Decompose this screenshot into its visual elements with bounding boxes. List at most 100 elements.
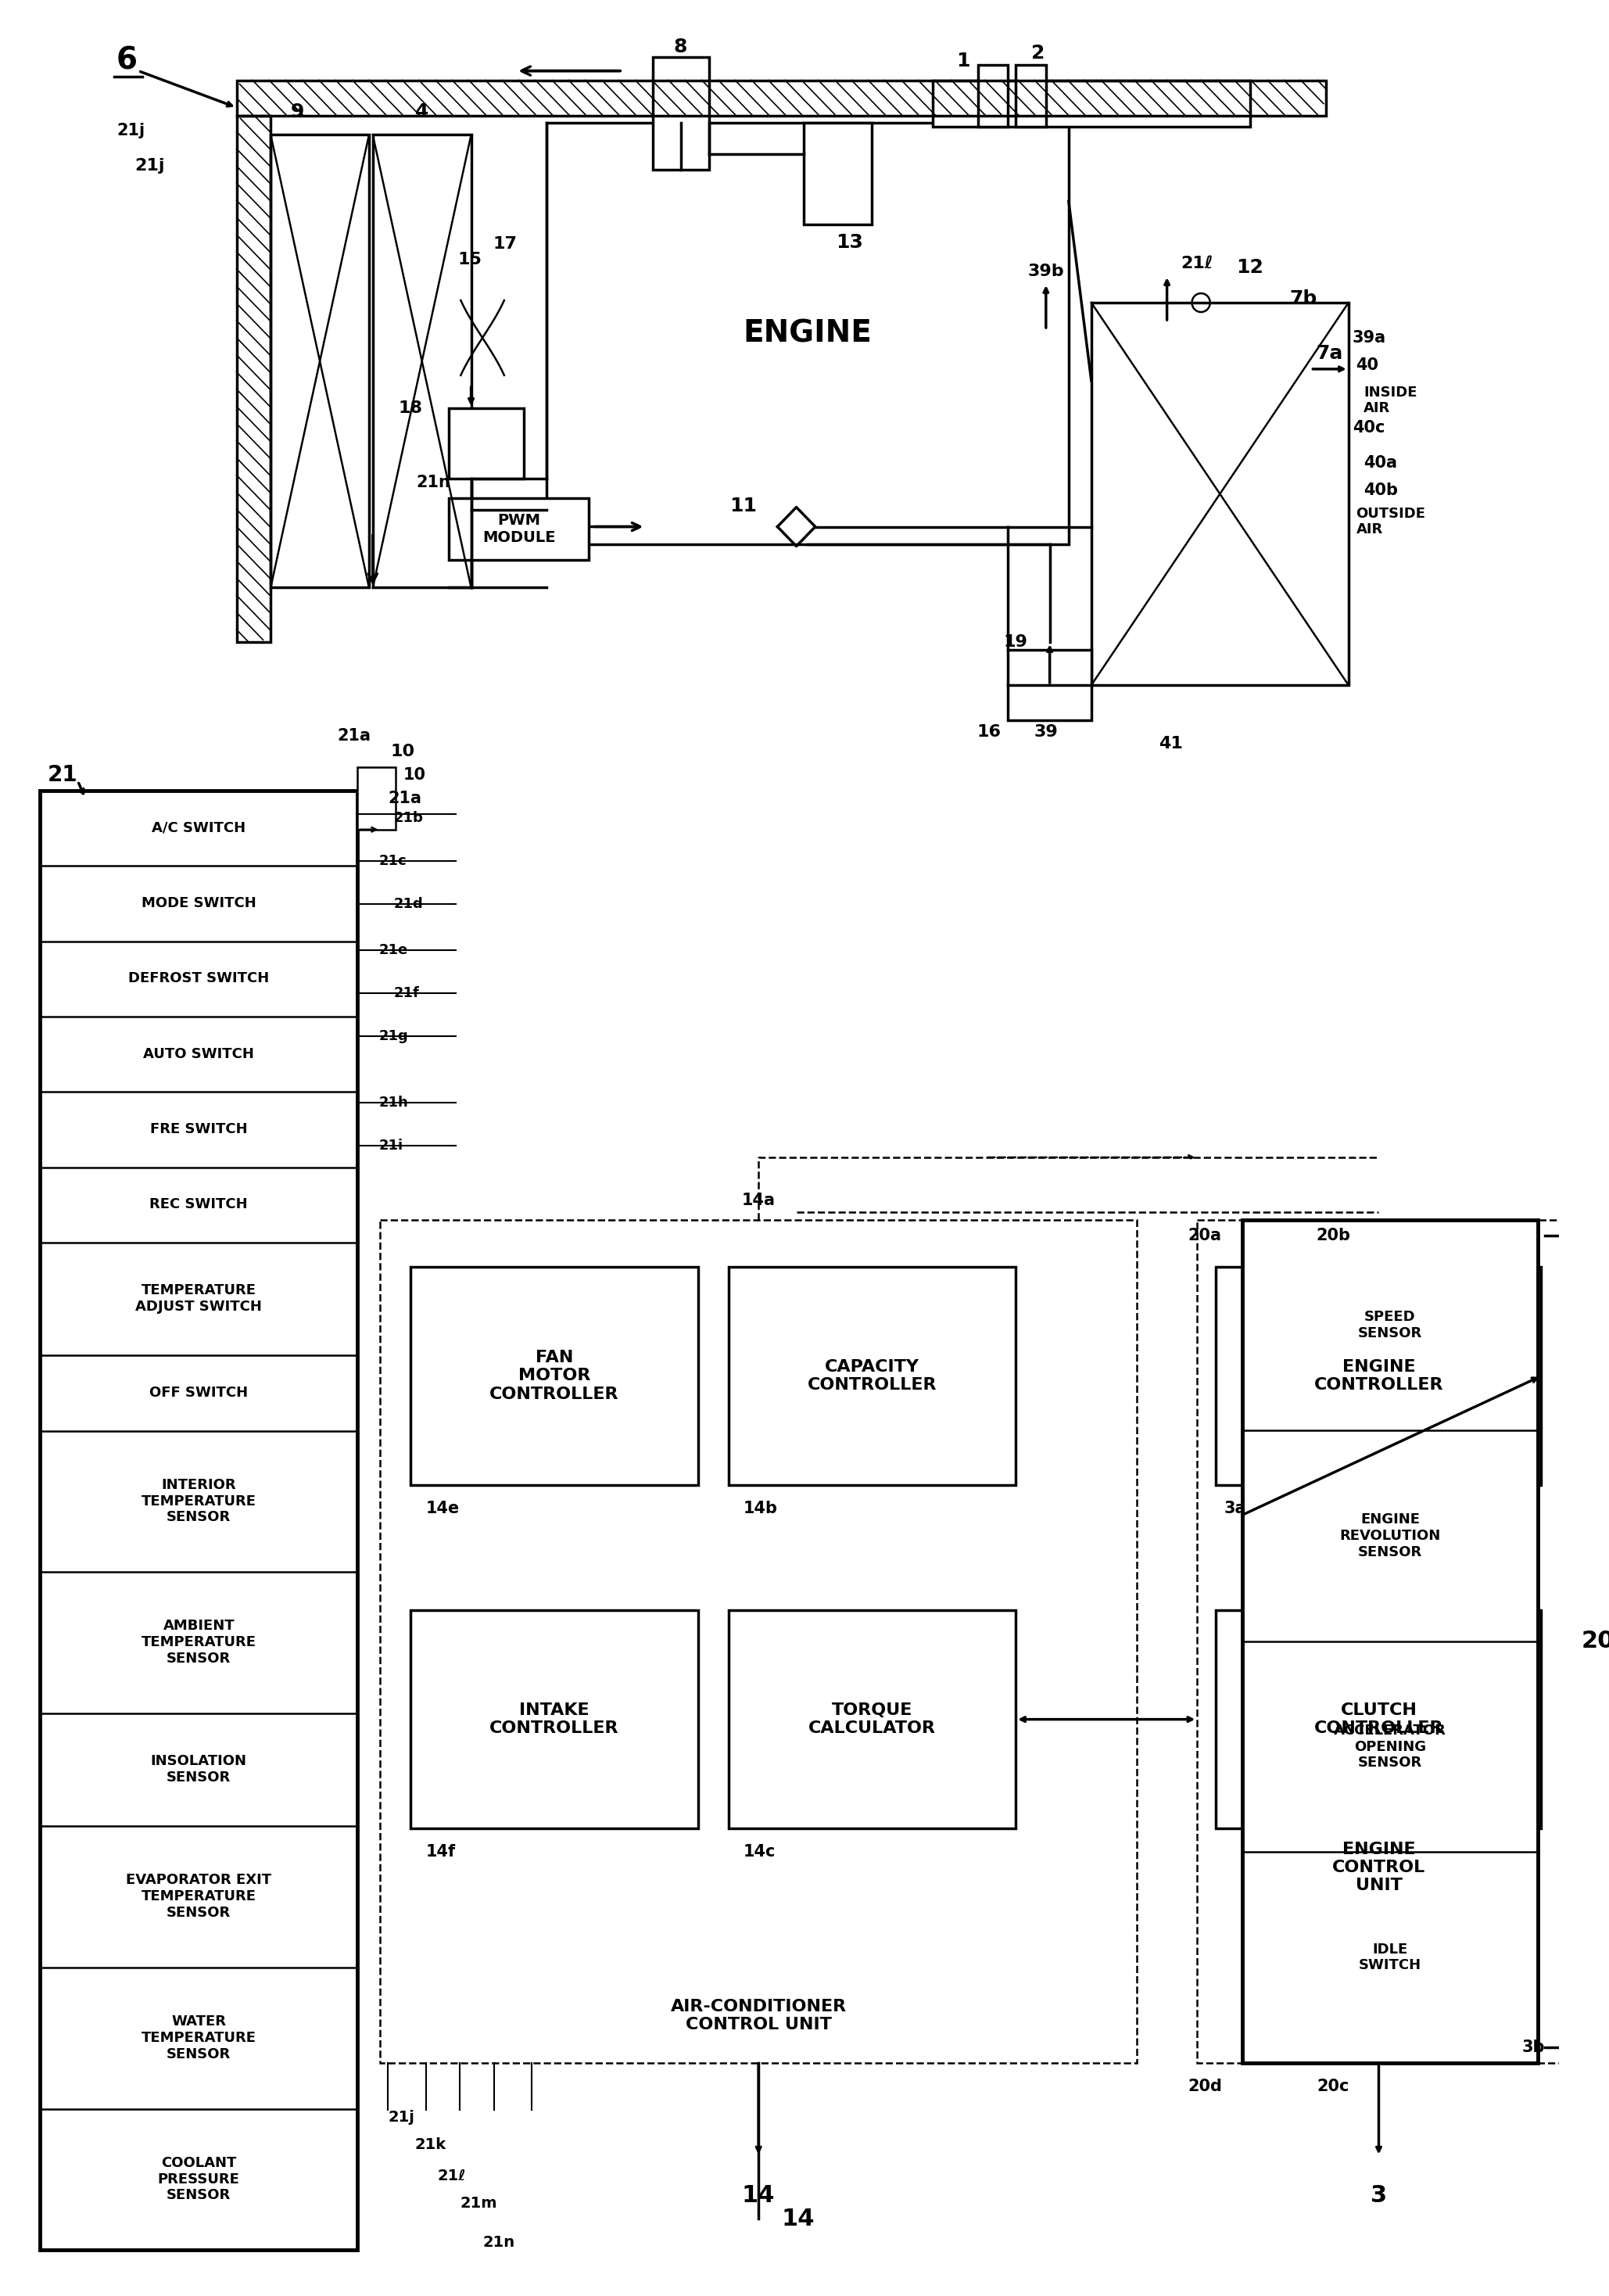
Bar — [804, 124, 872, 225]
Text: CAPACITY
CONTROLLER: CAPACITY CONTROLLER — [808, 1359, 936, 1394]
Text: MODE SWITCH: MODE SWITCH — [142, 895, 256, 909]
Text: 8: 8 — [674, 37, 687, 55]
Text: REC SWITCH: REC SWITCH — [150, 1199, 248, 1212]
Text: 21c: 21c — [378, 854, 407, 868]
Text: PWM
MODULE: PWM MODULE — [483, 512, 555, 544]
Bar — [270, 135, 368, 588]
Bar — [1216, 1267, 1541, 1486]
Text: 21i: 21i — [378, 1139, 404, 1153]
Bar — [237, 115, 270, 643]
Text: 20d: 20d — [1187, 2078, 1221, 2094]
Text: 21n: 21n — [483, 2234, 515, 2250]
Text: 21: 21 — [48, 765, 77, 785]
Bar — [373, 135, 471, 588]
Text: 18: 18 — [399, 400, 423, 416]
Text: 21ℓ: 21ℓ — [1181, 255, 1213, 271]
Text: 16: 16 — [977, 723, 1001, 739]
Text: ENGINE
REVOLUTION
SENSOR: ENGINE REVOLUTION SENSOR — [1340, 1513, 1440, 1559]
Text: 14a: 14a — [742, 1192, 776, 1208]
Text: OUTSIDE: OUTSIDE — [1356, 507, 1426, 521]
Bar — [1197, 1219, 1561, 2062]
Text: 7a: 7a — [1316, 344, 1344, 363]
Text: SPEED
SENSOR: SPEED SENSOR — [1358, 1311, 1422, 1341]
Text: ENGINE
CONTROLLER: ENGINE CONTROLLER — [1315, 1359, 1443, 1394]
Text: ENGINE: ENGINE — [743, 319, 872, 349]
Text: TEMPERATURE
ADJUST SWITCH: TEMPERATURE ADJUST SWITCH — [135, 1283, 262, 1313]
Text: 2: 2 — [1031, 44, 1046, 62]
Text: AMBIENT
TEMPERATURE
SENSOR: AMBIENT TEMPERATURE SENSOR — [142, 1619, 256, 1665]
Text: 4: 4 — [415, 101, 428, 122]
Text: 9: 9 — [290, 101, 304, 122]
Text: 14b: 14b — [743, 1502, 777, 1515]
Text: 7b: 7b — [1289, 289, 1316, 308]
Text: A/C SWITCH: A/C SWITCH — [151, 822, 246, 836]
Text: 40c: 40c — [1352, 420, 1385, 436]
Text: 21n: 21n — [417, 475, 451, 489]
Bar — [1009, 650, 1091, 721]
Text: 21a: 21a — [388, 790, 422, 806]
Text: AIR: AIR — [1356, 521, 1382, 535]
Text: 21ℓ: 21ℓ — [438, 2167, 465, 2183]
Text: 21e: 21e — [378, 944, 409, 957]
Text: 21g: 21g — [378, 1029, 409, 1042]
Text: 19: 19 — [1004, 634, 1028, 650]
Text: 10: 10 — [402, 767, 426, 783]
Text: 40: 40 — [1356, 358, 1379, 372]
Text: 6: 6 — [116, 46, 137, 76]
Bar — [547, 124, 1068, 544]
Text: 14: 14 — [742, 2183, 776, 2206]
Text: OFF SWITCH: OFF SWITCH — [150, 1387, 248, 1401]
Text: FAN
MOTOR
CONTROLLER: FAN MOTOR CONTROLLER — [489, 1350, 619, 1403]
Text: 15: 15 — [457, 253, 481, 269]
Text: WATER
TEMPERATURE
SENSOR: WATER TEMPERATURE SENSOR — [142, 2014, 256, 2062]
Text: 3a: 3a — [1224, 1502, 1245, 1515]
Text: 17: 17 — [492, 236, 516, 253]
Text: 39a: 39a — [1352, 331, 1385, 347]
Text: 3b: 3b — [1522, 2039, 1545, 2055]
Text: 14: 14 — [782, 2206, 814, 2229]
Bar — [449, 409, 525, 478]
Text: INTERIOR
TEMPERATURE
SENSOR: INTERIOR TEMPERATURE SENSOR — [142, 1479, 256, 1525]
Text: ACCELERATOR
OPENING
SENSOR: ACCELERATOR OPENING SENSOR — [1334, 1724, 1446, 1770]
Text: 41: 41 — [1158, 735, 1183, 751]
Bar — [653, 57, 710, 170]
Bar — [729, 1267, 1015, 1486]
Text: 1: 1 — [956, 51, 970, 71]
Text: 3: 3 — [1371, 2183, 1387, 2206]
Text: 13: 13 — [835, 234, 862, 253]
Bar — [40, 790, 357, 2250]
Bar — [1242, 1219, 1538, 2062]
Text: 20: 20 — [1582, 1630, 1609, 1653]
Text: 21b: 21b — [394, 810, 423, 824]
Text: 20a: 20a — [1187, 1228, 1221, 1242]
Text: COOLANT
PRESSURE
SENSOR: COOLANT PRESSURE SENSOR — [158, 2156, 240, 2202]
Text: 21h: 21h — [378, 1095, 409, 1109]
Bar — [933, 80, 1250, 126]
Text: 21f: 21f — [394, 987, 420, 1001]
Text: AIR: AIR — [1363, 402, 1390, 416]
Text: INSOLATION
SENSOR: INSOLATION SENSOR — [151, 1754, 246, 1784]
Bar — [357, 767, 396, 829]
Text: IDLE
SWITCH: IDLE SWITCH — [1358, 1942, 1421, 1972]
Text: EVAPORATOR EXIT
TEMPERATURE
SENSOR: EVAPORATOR EXIT TEMPERATURE SENSOR — [126, 1874, 272, 1919]
Bar — [729, 1609, 1015, 1828]
Text: 40a: 40a — [1363, 455, 1397, 471]
Text: 14e: 14e — [426, 1502, 460, 1515]
Text: 21j: 21j — [116, 124, 145, 138]
Text: 10: 10 — [391, 744, 415, 760]
Text: 21d: 21d — [394, 898, 423, 912]
Text: INTAKE
CONTROLLER: INTAKE CONTROLLER — [489, 1701, 619, 1736]
Bar — [380, 1219, 1136, 2062]
Bar — [237, 80, 1326, 115]
Text: 21j: 21j — [135, 158, 164, 174]
Bar — [449, 498, 589, 560]
Text: 14c: 14c — [743, 1844, 776, 1860]
Bar — [410, 1267, 698, 1486]
Text: 21m: 21m — [460, 2195, 497, 2211]
Text: TORQUE
CALCULATOR: TORQUE CALCULATOR — [808, 1701, 936, 1736]
Text: 12: 12 — [1237, 257, 1263, 278]
Text: FRE SWITCH: FRE SWITCH — [150, 1123, 248, 1137]
Text: 14f: 14f — [426, 1844, 455, 1860]
Text: 39: 39 — [1035, 723, 1059, 739]
Text: DEFROST SWITCH: DEFROST SWITCH — [129, 971, 269, 985]
